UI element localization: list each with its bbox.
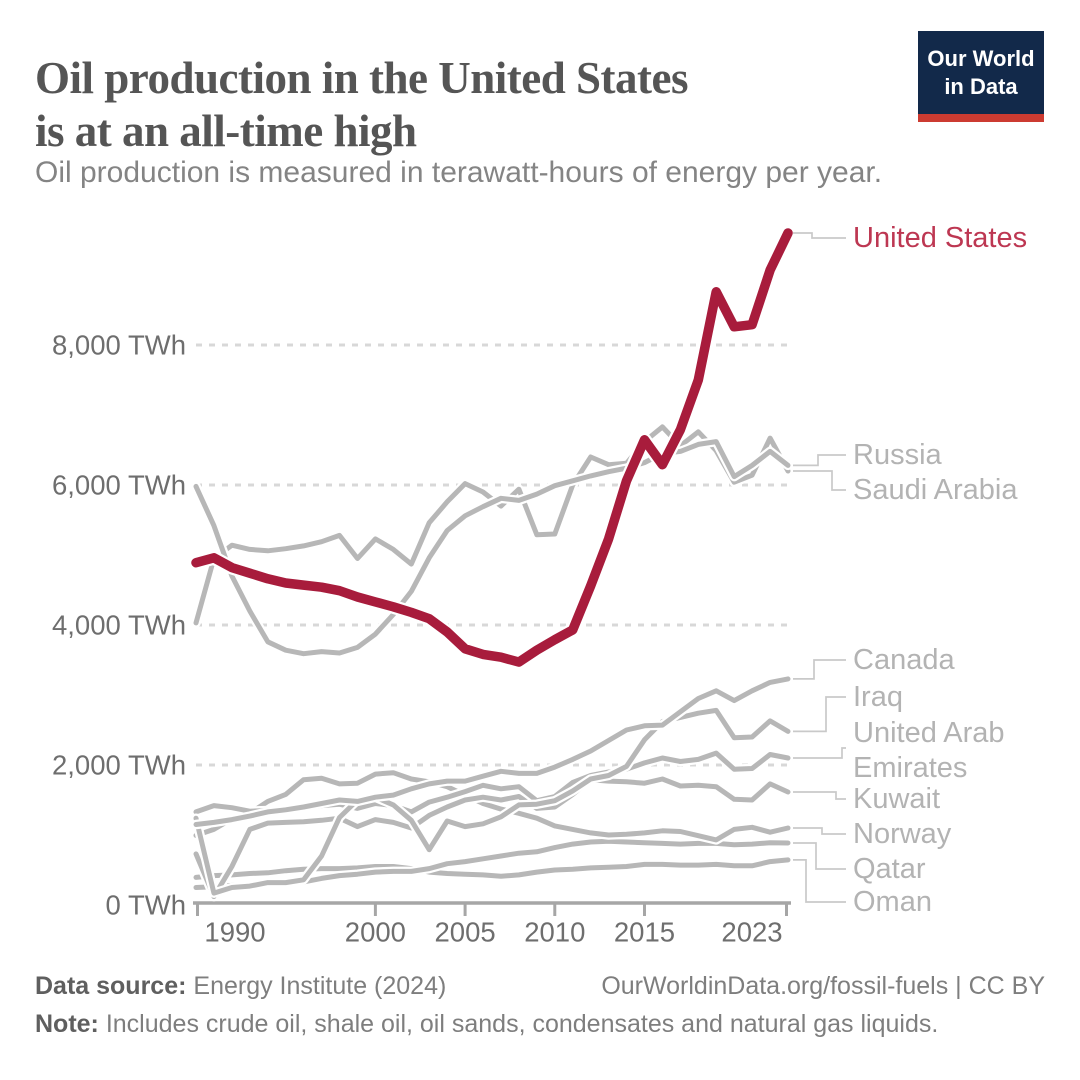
x-axis-label-1990: 1990 — [204, 917, 265, 948]
series-label-canada: Canada — [853, 644, 955, 676]
y-axis-label-4000: 4,000 TWh — [52, 610, 186, 641]
legend-connector-oman — [793, 859, 846, 903]
series-label-united-states: United States — [853, 222, 1027, 254]
series-label-united-arab-emirates-line2: Emirates — [853, 752, 967, 784]
series-label-iraq: Iraq — [853, 681, 903, 713]
series-label-united-arab-emirates-line1: United Arab — [853, 717, 1005, 749]
legend-connector-russia — [793, 454, 846, 467]
legend-connector-qatar — [793, 842, 846, 870]
x-axis-label-2015: 2015 — [614, 917, 675, 948]
series-line-united-states — [191, 228, 793, 667]
note-line: Note: Includes crude oil, shale oil, oil… — [35, 1010, 938, 1039]
series-line-norway — [193, 770, 791, 843]
note-value: Includes crude oil, shale oil, oil sands… — [98, 1010, 939, 1038]
series-label-norway: Norway — [853, 818, 952, 850]
owid-logo: Our World in Data — [918, 31, 1044, 122]
series-label-qatar: Qatar — [853, 853, 926, 885]
series-label-kuwait: Kuwait — [853, 783, 940, 815]
data-source-label: Data source: — [35, 972, 187, 1000]
y-axis-label-6000: 6,000 TWh — [52, 470, 186, 501]
legend-connector-iraq — [793, 696, 846, 733]
series-label-oman: Oman — [853, 886, 932, 918]
series-halo-saudi-arabia — [191, 422, 793, 628]
data-source-line: Data source: Energy Institute (2024) — [35, 972, 446, 1001]
series-line-oman — [193, 857, 791, 880]
x-axis-label-2000: 2000 — [345, 917, 406, 948]
series-line-saudi-arabia — [193, 424, 791, 626]
x-axis-label-2010: 2010 — [524, 917, 585, 948]
legend-connector-canada — [793, 659, 846, 680]
chart-footer: Data source: Energy Institute (2024) Our… — [35, 972, 1045, 1048]
y-axis-label-0: 0 TWh — [106, 890, 187, 921]
legend-connector-saudi-arabia — [793, 470, 846, 491]
owid-link: OurWorldinData.org/fossil-fuels | CC BY — [601, 972, 1045, 1000]
y-axis-label-8000: 8,000 TWh — [52, 330, 186, 361]
legend-connector-united-arab-emirates — [793, 747, 846, 759]
note-label: Note: — [35, 1010, 99, 1038]
series-line-kuwait — [193, 776, 791, 900]
series-line-iraq — [193, 707, 791, 896]
series-label-saudi-arabia: Saudi Arabia — [853, 474, 1018, 506]
data-source-value: Energy Institute (2024) — [186, 972, 447, 1000]
page-title: Oil production in the United States is a… — [35, 53, 689, 156]
y-axis-label-2000: 2,000 TWh — [52, 750, 186, 781]
x-axis-label-2023: 2023 — [721, 917, 782, 948]
series-line-russia — [193, 439, 791, 657]
owid-logo-text: Our World in Data — [927, 46, 1035, 99]
series-line-canada — [193, 676, 791, 827]
legend-connector-norway — [793, 827, 846, 835]
series-label-russia: Russia — [853, 439, 943, 471]
x-axis-label-2005: 2005 — [434, 917, 495, 948]
legend-connector-kuwait — [793, 791, 846, 800]
legend-connector-united-states — [793, 232, 846, 239]
page-subtitle: Oil production is measured in terawatt-h… — [35, 156, 883, 189]
